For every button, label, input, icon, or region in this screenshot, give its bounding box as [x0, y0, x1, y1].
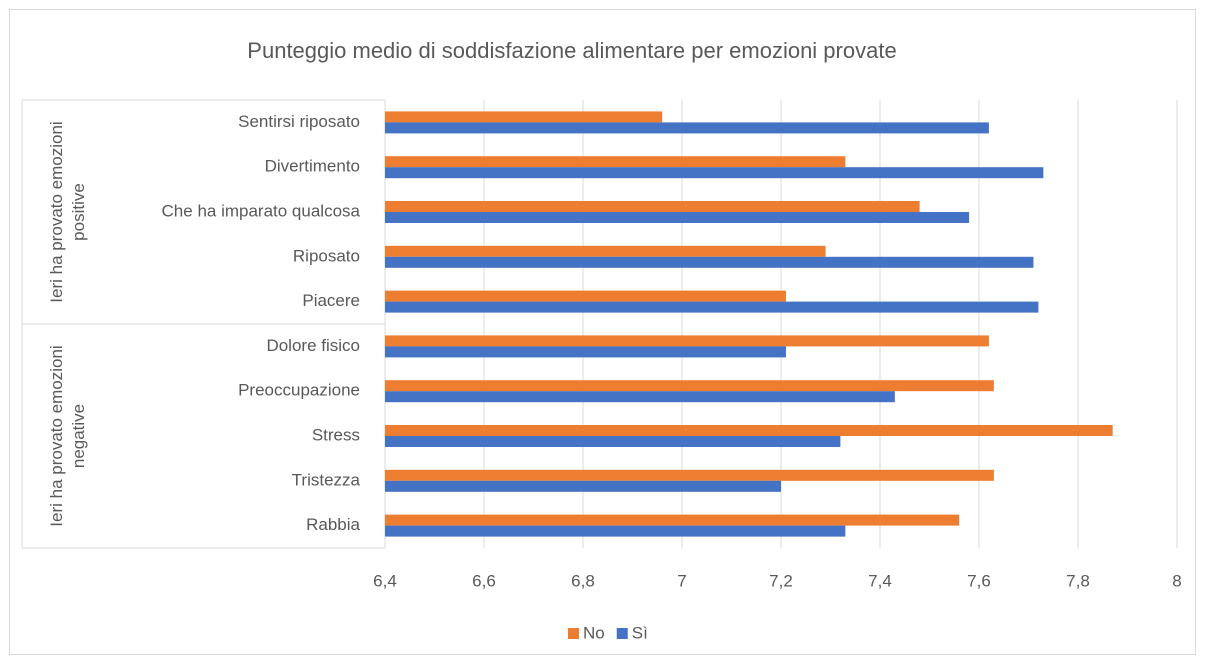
bar — [385, 111, 663, 123]
bar — [385, 514, 960, 526]
x-tick-label: 6,8 — [571, 571, 595, 590]
bar — [385, 425, 1113, 436]
x-tick-label: 7,8 — [1066, 571, 1090, 590]
y-tick-label: Sentirsi riposato — [238, 112, 360, 131]
legend-swatch — [616, 628, 628, 639]
bar — [385, 256, 1034, 268]
bar — [385, 480, 781, 492]
legend-label: No — [583, 623, 605, 642]
y-tick-label: Riposato — [293, 246, 360, 265]
x-tick-label: 7,6 — [967, 571, 991, 590]
x-tick-label: 8 — [1172, 571, 1181, 590]
legend-label: Sì — [632, 623, 648, 642]
x-tick-label: 7,2 — [769, 571, 793, 590]
x-tick-label: 6,4 — [373, 571, 397, 590]
bar — [385, 212, 970, 223]
x-tick-label: 6,6 — [472, 571, 496, 590]
bar — [385, 391, 895, 403]
bar — [385, 290, 786, 302]
y-tick-label: Rabbia — [306, 515, 360, 534]
x-tick-label: 7 — [677, 571, 686, 590]
bar — [385, 436, 841, 447]
y-tick-label: Tristezza — [292, 470, 361, 489]
bar — [385, 156, 846, 168]
bar — [385, 301, 1039, 313]
bar — [385, 245, 826, 257]
bar — [385, 525, 846, 537]
bar — [385, 469, 994, 481]
group-label: Ieri ha provato emozioni negative — [47, 345, 88, 527]
chart-title: Punteggio medio di soddisfazione aliment… — [247, 38, 896, 63]
group-label: Ieri ha provato emozioni positive — [47, 121, 88, 303]
chart-border — [9, 9, 1196, 655]
bar — [385, 380, 994, 392]
bar — [385, 167, 1044, 179]
y-tick-label: Che ha imparato qualcosa — [162, 201, 361, 220]
bar — [385, 201, 920, 212]
y-tick-label: Divertimento — [265, 157, 360, 176]
x-tick-label: 7,4 — [868, 571, 892, 590]
y-tick-label: Dolore fisico — [266, 336, 360, 355]
bar — [385, 335, 989, 347]
bar — [385, 122, 989, 134]
legend-swatch — [568, 628, 579, 639]
y-tick-label: Stress — [312, 425, 360, 444]
bar — [385, 346, 786, 358]
y-tick-label: Preoccupazione — [238, 381, 360, 400]
y-tick-label: Piacere — [302, 291, 360, 310]
